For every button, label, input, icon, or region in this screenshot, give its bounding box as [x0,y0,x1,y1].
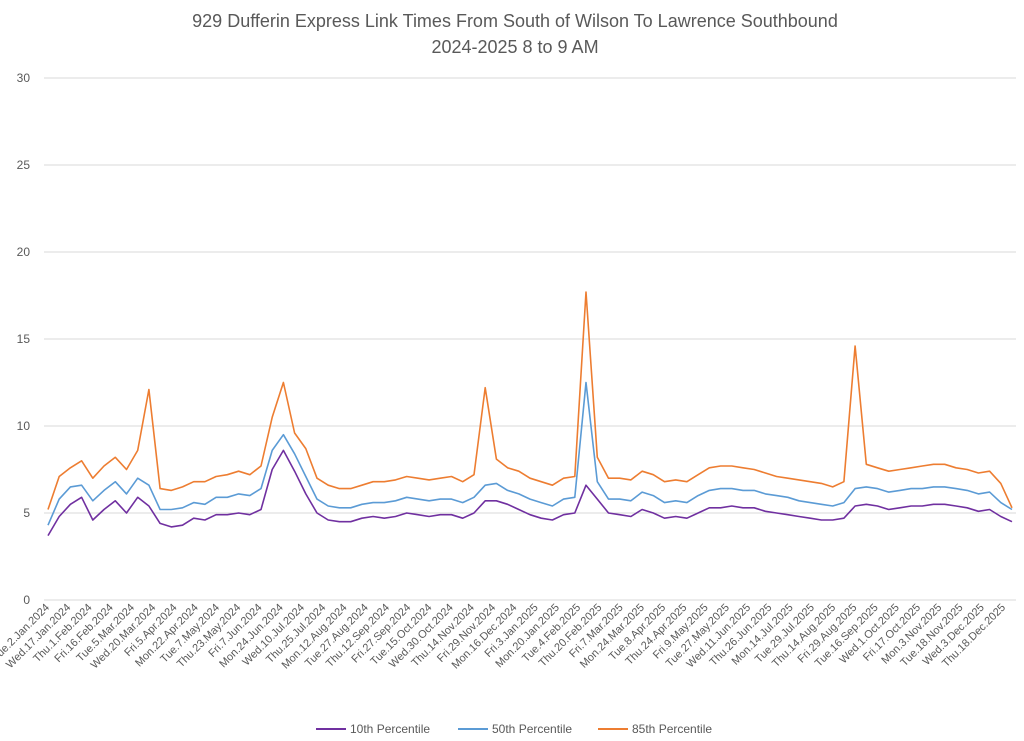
y-axis-tick-labels: 0 5 10 15 20 25 30 [17,71,31,607]
series-lines [47,291,1013,537]
y-tick-label: 0 [23,593,30,607]
y-tick-label: 15 [17,332,31,346]
x-axis-tick-labels: Tue.2.Jan.2024Wed.17.Jan.2024Thu.1.Feb.2… [0,602,1008,672]
chart-subtitle: 2024-2025 8 to 9 AM [431,37,598,57]
gridlines [44,77,1016,601]
legend-label-2: 50th Percentile [492,722,572,736]
series-line-3 [47,291,1013,510]
legend: 10th Percentile 50th Percentile 85th Perce… [316,722,712,736]
series-line-2 [47,381,1013,526]
y-tick-label: 20 [17,245,31,259]
chart-title: 929 Dufferin Express Link Times From Sou… [192,11,838,31]
y-tick-label: 25 [17,158,31,172]
series-line-1 [47,449,1013,537]
y-tick-label: 5 [23,506,30,520]
legend-label-3: 85th Percentile [632,722,712,736]
y-tick-label: 10 [17,419,31,433]
y-tick-label: 30 [17,71,31,85]
legend-label-1: 10th Percentile [350,722,430,736]
